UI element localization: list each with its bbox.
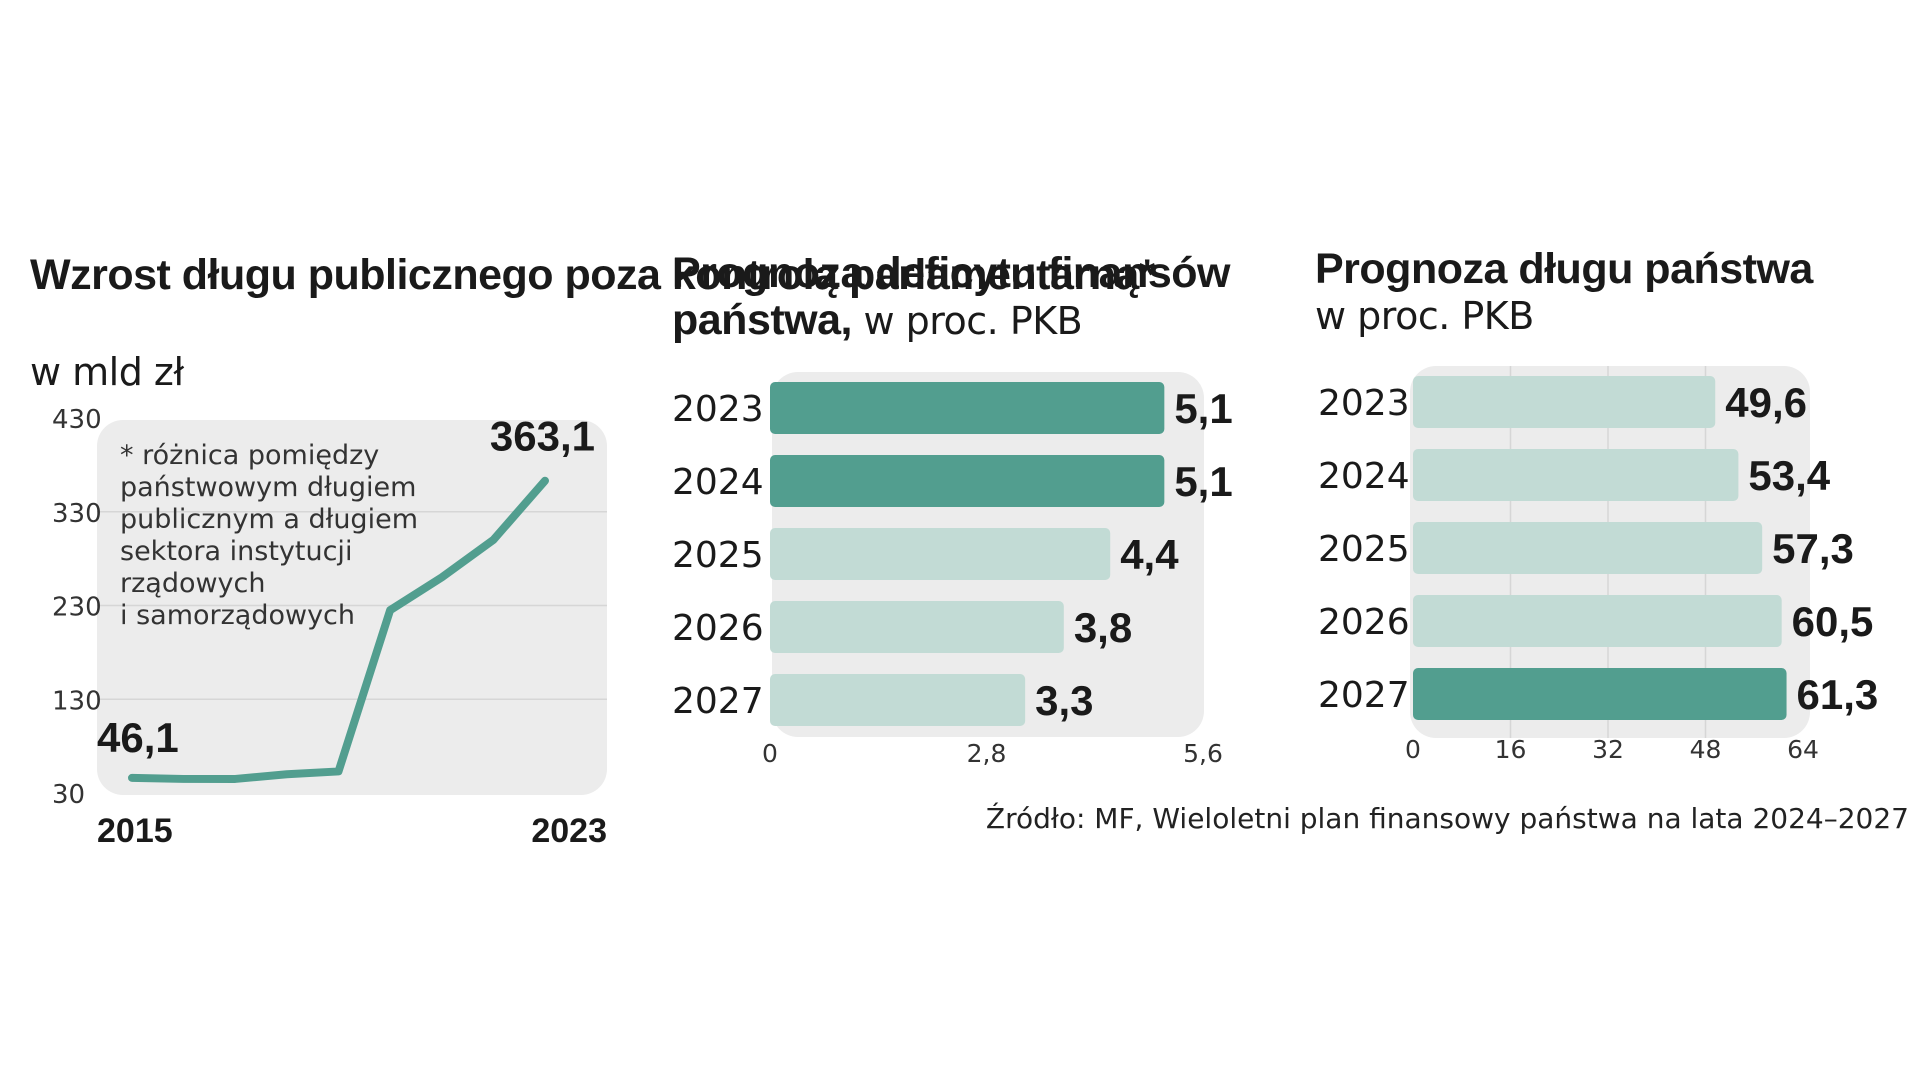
chart3-title: Prognoza długu państwa w proc. PKB — [1315, 245, 1813, 339]
footnote-line: * różnica pomiędzy — [120, 440, 380, 471]
x-tick-label: 64 — [1787, 735, 1819, 764]
footnote-line: rządowych — [120, 568, 266, 599]
series-line — [128, 476, 549, 783]
bar — [770, 674, 1026, 726]
debt-bar-chart: 2023 49,6 2024 53,4 2025 57,3 2026 60,5 2027 61,3… — [1318, 366, 1879, 764]
value-label: 61,3 — [1797, 671, 1879, 718]
category-label: 2025 — [672, 535, 764, 576]
x-tick-label: 5,6 — [1183, 739, 1223, 768]
category-label: 2023 — [672, 389, 764, 430]
value-label: 3,3 — [1035, 677, 1093, 724]
x-tick-label: 0 — [1405, 735, 1421, 764]
category-label: 2027 — [1318, 675, 1410, 716]
x-tick-label: 2,8 — [967, 739, 1007, 768]
chart2-title: Prognoza deficytu finansów państwa, w pr… — [672, 249, 1231, 344]
source-note: Źródło: MF, Wieloletni plan finansowy pa… — [985, 802, 1909, 835]
y-tick-label: 130 — [52, 686, 102, 716]
category-label: 2027 — [672, 681, 764, 722]
x-tick-label: 16 — [1495, 735, 1527, 764]
line-chart: 430 330 230 130 30 46,1 363,1 2015 2023 — [52, 405, 607, 850]
x-tick-label: 32 — [1592, 735, 1624, 764]
footnote-line: i samorządowych — [120, 600, 356, 631]
start-value-label: 46,1 — [97, 714, 179, 761]
bar — [1413, 595, 1782, 647]
value-label: 49,6 — [1725, 379, 1807, 426]
x-tick-label: 0 — [762, 739, 778, 768]
value-label: 60,5 — [1792, 598, 1874, 645]
value-label: 57,3 — [1772, 525, 1854, 572]
footnote-line: publicznym a długiem — [120, 504, 418, 535]
bar — [770, 528, 1111, 580]
x-tick-label: 48 — [1690, 735, 1722, 764]
value-label: 5,1 — [1174, 385, 1232, 432]
chart1-footnote: * różnica pomiędzy państwowym długiem publ… — [120, 440, 418, 632]
end-value-label: 363,1 — [490, 413, 595, 460]
value-label: 4,4 — [1120, 531, 1179, 578]
chart1-subtitle: w mld zł — [30, 350, 184, 394]
deficit-bar-chart: 2023 5,1 2024 5,1 2025 4,4 2026 3,8 2027 3,3 0 2,8 5… — [672, 372, 1233, 768]
value-label: 3,8 — [1074, 604, 1132, 651]
category-label: 2023 — [1318, 383, 1410, 424]
value-label: 53,4 — [1748, 452, 1830, 499]
chart1-title: Wzrost długu publicznego poza kontrolą p… — [30, 251, 1156, 299]
bar — [1413, 522, 1763, 574]
bar — [1413, 376, 1716, 428]
y-tick-label: 30 — [52, 780, 85, 810]
y-tick-label: 430 — [52, 405, 102, 435]
x-tick-label: 2015 — [97, 812, 173, 850]
footnote-line: sektora instytucji — [120, 536, 353, 567]
y-tick-label: 230 — [52, 593, 102, 623]
bar — [1413, 449, 1739, 501]
bar — [770, 382, 1165, 434]
category-label: 2024 — [1318, 456, 1410, 497]
footnote-line: państwowym długiem — [120, 472, 417, 503]
category-label: 2026 — [672, 608, 764, 649]
x-tick-label: 2023 — [531, 812, 607, 850]
bar — [1413, 668, 1787, 720]
bar — [770, 601, 1064, 653]
y-tick-label: 330 — [52, 499, 102, 529]
category-label: 2026 — [1318, 602, 1410, 643]
bar — [770, 455, 1165, 507]
plot-panel — [97, 420, 607, 795]
value-label: 5,1 — [1174, 458, 1232, 505]
category-label: 2024 — [672, 462, 764, 503]
category-label: 2025 — [1318, 529, 1410, 570]
